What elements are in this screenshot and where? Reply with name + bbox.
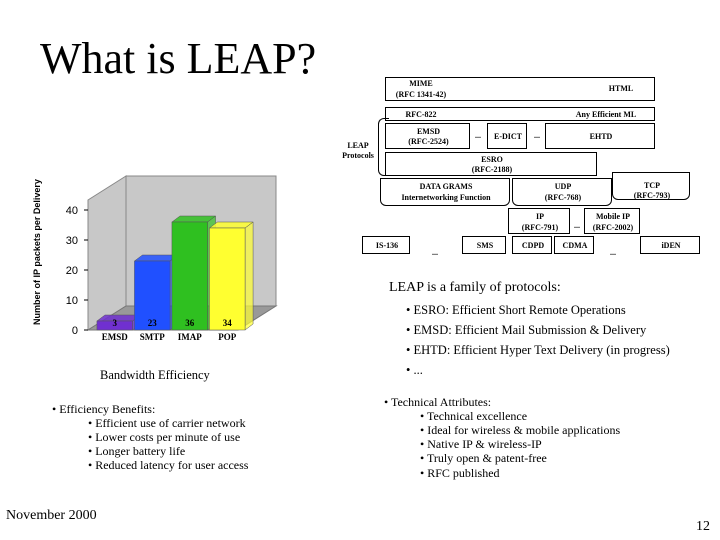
cdpd-label: CDPD [521, 241, 545, 250]
technical-item: • Native IP & wireless-IP [420, 437, 542, 451]
y-tick-label: 40 [66, 205, 78, 217]
page-number: 12 [696, 519, 710, 534]
leap-family-item: • ... [406, 363, 423, 377]
esro-label: ESRO [481, 155, 503, 164]
chart-xlabel: Bandwidth Efficiency [100, 368, 210, 382]
mime-box: MIME (RFC 1341-42) HTML [385, 77, 655, 101]
mime-label: MIME [409, 79, 433, 88]
tcp-label: TCP [644, 181, 660, 190]
ip-box: IP (RFC-791) [508, 208, 570, 234]
y-tick-label: 20 [66, 265, 78, 277]
cdpd-box: CDPD [512, 236, 552, 254]
bar [134, 260, 171, 331]
leap-label-2: Protocols [342, 151, 374, 160]
bar-top [133, 254, 179, 262]
chart-side-wall [87, 175, 127, 331]
leap-brace [378, 118, 389, 176]
efficiency-item: • Reduced latency for user access [88, 458, 249, 472]
y-tick-label: 30 [66, 235, 78, 247]
cdma-label: CDMA [562, 241, 588, 250]
udp-box: UDP (RFC-768) [512, 178, 612, 206]
leap-label-1: LEAP [347, 141, 369, 150]
rfc822-label: RFC-822 [405, 110, 437, 119]
bar-value-label: 3 [113, 318, 118, 328]
efficiency-heading: • Efficiency Benefits: [52, 402, 156, 416]
ehtd-box: EHTD [545, 123, 655, 149]
bar-top [96, 314, 142, 322]
sms-label: SMS [476, 241, 494, 250]
efficiency-item: • Longer battery life [88, 444, 186, 458]
tcp-box: TCP (RFC-793) [612, 172, 690, 200]
emsd-rfc-label: (RFC-2524) [408, 137, 449, 146]
technical-item: • Ideal for wireless & mobile applicatio… [420, 423, 621, 437]
is136-box: IS-136 [362, 236, 410, 254]
udp-rfc-label: (RFC-768) [544, 193, 582, 202]
bar-chart-plot: 0 10 20 30 40 3 EMSD 23 SMTP 36 IMAP 34 POP [66, 175, 278, 342]
efficiency-item: • Lower costs per minute of use [88, 430, 241, 444]
leap-family-item: • ESRO: Efficient Short Remote Operation… [406, 303, 626, 317]
leap-family-heading: LEAP is a family of protocols: [389, 280, 561, 295]
mobile-ip-box: Mobile IP (RFC-2002) [584, 208, 640, 234]
ellipsis-5: ... [610, 248, 616, 257]
emsd-box: EMSD (RFC-2524) [385, 123, 470, 149]
bar [209, 227, 246, 331]
mime-rfc-label: (RFC 1341-42) [395, 90, 447, 99]
bar-value-label: 34 [223, 318, 233, 328]
datagrams-label: DATA GRAMS [419, 182, 473, 191]
ellipsis-3: ... [574, 221, 580, 230]
tcp-rfc-label: (RFC-793) [633, 191, 671, 200]
udp-label: UDP [554, 182, 572, 191]
technical-item: • Technical excellence [420, 409, 528, 423]
mobile-ip-rfc-label: (RFC-2002) [592, 223, 634, 232]
edict-label: E-DICT [493, 132, 522, 141]
sms-box: SMS [462, 236, 506, 254]
technical-item: • Truly open & patent-free [420, 451, 547, 465]
efficiency-item: • Efficient use of carrier network [88, 416, 246, 430]
y-tick-label: 10 [66, 295, 78, 307]
x-tick-label: POP [218, 332, 236, 342]
cdma-box: CDMA [554, 236, 594, 254]
any-efficient-ml-label: Any Efficient ML [575, 110, 637, 119]
bar-value-label: 23 [148, 318, 158, 328]
ip-rfc-label: (RFC-791) [521, 223, 559, 232]
iden-box: iDEN [640, 236, 700, 254]
ip-label: IP [536, 212, 544, 221]
technical-item: • RFC published [420, 466, 500, 480]
bar-top [171, 215, 217, 223]
x-tick-label: IMAP [178, 332, 202, 342]
bar-value-label: 36 [185, 318, 195, 328]
y-tick-label: 0 [72, 325, 78, 337]
bar-side [244, 221, 254, 331]
datagrams-box: DATA GRAMS Internetworking Function [380, 178, 510, 206]
leap-family-item: • EHTD: Efficient Hyper Text Delivery (i… [406, 343, 670, 357]
iden-label: iDEN [661, 241, 681, 250]
bar [171, 221, 208, 331]
rfc822-box: RFC-822 Any Efficient ML [385, 107, 655, 121]
esro-rfc-label: (RFC-2188) [471, 165, 513, 174]
bar [96, 320, 133, 331]
x-tick-label: SMTP [140, 332, 166, 342]
slide-title: What is LEAP? [40, 34, 317, 83]
footer-date: November 2000 [6, 508, 97, 523]
iwf-label: Internetworking Function [401, 193, 491, 202]
mobile-ip-label: Mobile IP [596, 212, 630, 221]
technical-heading: • Technical Attributes: [384, 395, 492, 409]
emsd-label: EMSD [416, 127, 441, 136]
ellipsis-1: ... [475, 131, 481, 140]
is136-label: IS-136 [375, 241, 399, 250]
ellipsis-4: ... [432, 248, 438, 257]
ellipsis-2: ... [534, 131, 540, 140]
html-label: HTML [608, 84, 634, 93]
x-tick-label: EMSD [102, 332, 129, 342]
bar-top [208, 221, 254, 229]
edict-box: E-DICT [487, 123, 527, 149]
leap-family-item: • EMSD: Efficient Mail Submission & Deli… [406, 323, 647, 337]
ehtd-label: EHTD [589, 132, 613, 141]
esro-box: ESRO (RFC-2188) [385, 152, 597, 176]
